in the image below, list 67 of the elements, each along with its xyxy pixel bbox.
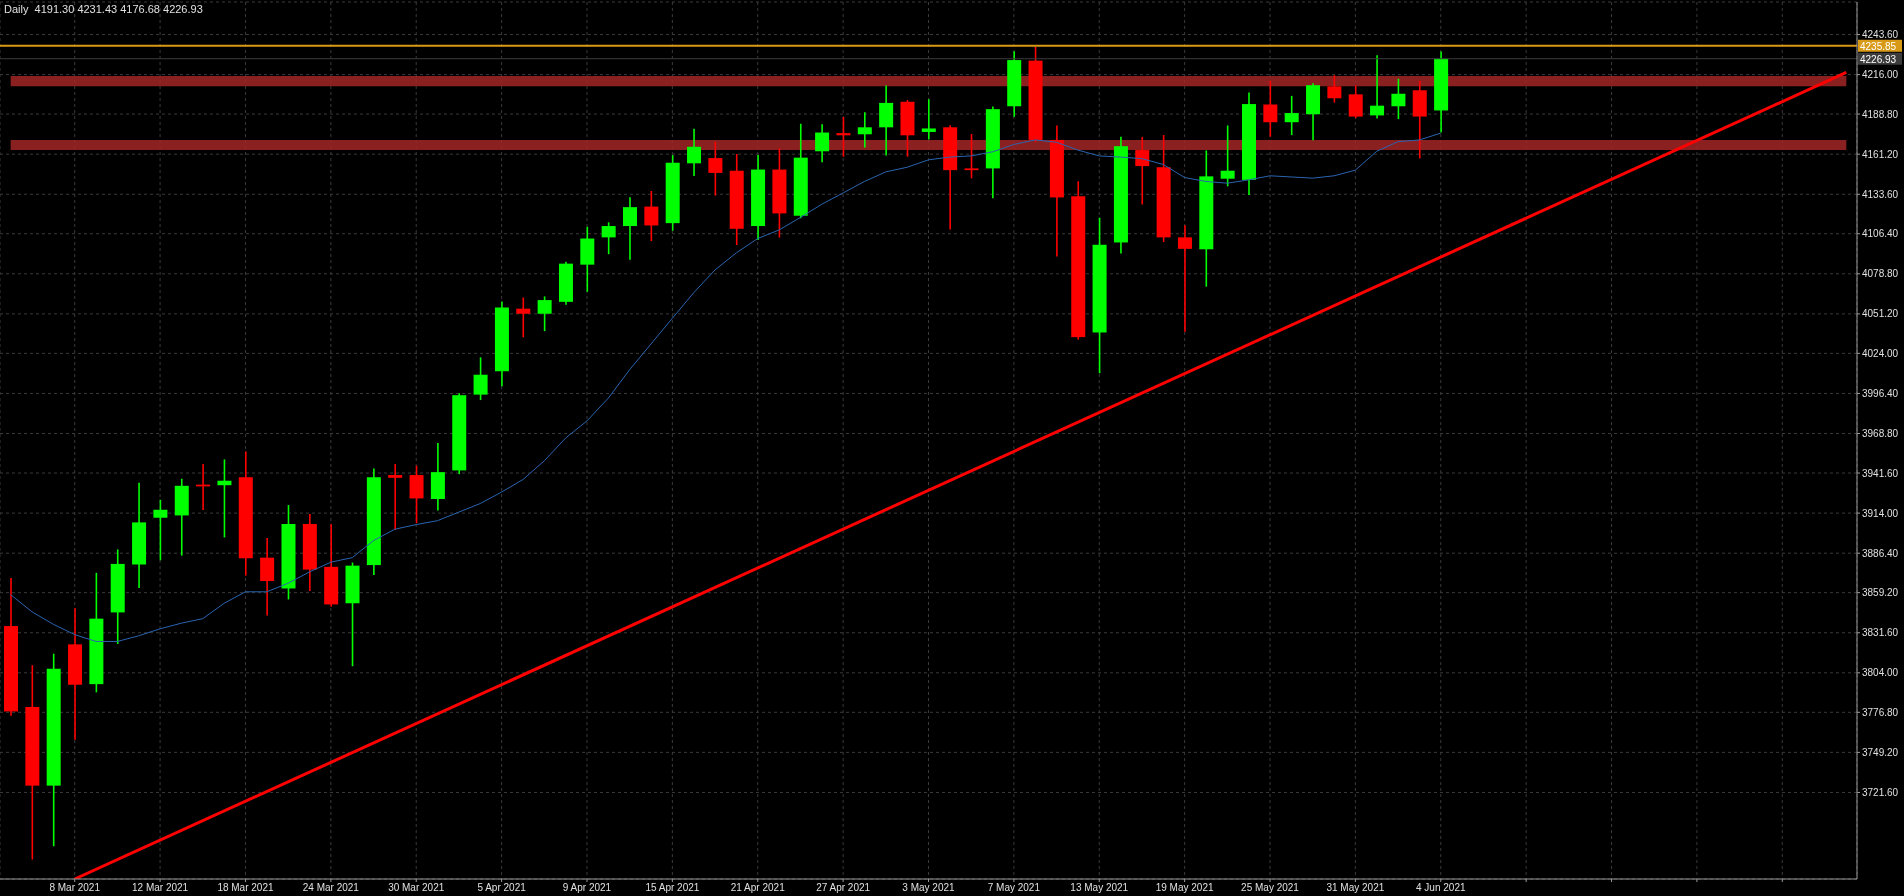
candlestick — [601, 222, 616, 255]
candlestick — [153, 499, 168, 561]
ref-line-label: 4235.85 — [1860, 40, 1897, 52]
candlestick — [644, 190, 659, 242]
x-tick-label: 8 Mar 2021 — [49, 882, 101, 894]
y-tick-label: 4188.80 — [1862, 108, 1899, 120]
y-tick-label: 3996.40 — [1862, 388, 1899, 400]
x-tick-label: 21 Apr 2021 — [730, 882, 786, 894]
candlestick — [1284, 95, 1299, 136]
y-tick-label: 4024.00 — [1862, 347, 1899, 359]
candlestick — [1370, 55, 1385, 119]
y-tick-label: 3941.60 — [1862, 467, 1899, 479]
candlestick — [388, 463, 403, 531]
y-tick-label: 3721.60 — [1862, 787, 1899, 799]
candlestick — [1220, 125, 1235, 187]
x-tick-label: 24 Mar 2021 — [302, 882, 360, 894]
candlestick — [1177, 225, 1192, 332]
y-tick-label: 3914.00 — [1862, 507, 1899, 519]
candlestick — [1327, 75, 1342, 103]
candlestick — [708, 141, 723, 196]
y-tick-label: 4133.60 — [1862, 188, 1899, 200]
candlestick — [623, 197, 637, 260]
y-tick-label: 3804.00 — [1862, 667, 1899, 679]
x-tick-label: 4 Jun 2021 — [1416, 882, 1466, 894]
candlestick — [473, 357, 488, 401]
candlestick — [921, 99, 936, 140]
y-tick-label: 3749.20 — [1862, 746, 1899, 758]
x-tick-label: 27 Apr 2021 — [816, 882, 871, 894]
candlestick — [1263, 80, 1278, 137]
x-tick-label: 13 May 2021 — [1070, 882, 1129, 894]
y-tick-label: 4051.20 — [1862, 308, 1899, 320]
y-tick-label: 3968.80 — [1862, 428, 1899, 440]
y-tick-label: 3859.20 — [1862, 587, 1899, 599]
candlestick — [409, 465, 424, 524]
y-tick-label: 3831.60 — [1862, 627, 1899, 639]
x-tick-label: 15 Apr 2021 — [645, 882, 700, 894]
candlestick — [815, 124, 830, 163]
candlestick — [1135, 136, 1150, 205]
candlestick — [516, 297, 531, 338]
candlestick — [260, 538, 275, 616]
candlestick — [537, 296, 552, 332]
x-tick-label: 12 Mar 2021 — [132, 882, 189, 894]
line-series — [10, 132, 1442, 642]
candlestick — [857, 112, 872, 148]
y-tick-label: 3886.40 — [1862, 547, 1899, 559]
y-tick-label: 4161.20 — [1862, 148, 1899, 160]
ref-line-label: 4226.93 — [1860, 53, 1897, 65]
y-tick-label: 3776.80 — [1862, 706, 1899, 718]
y-tick-label: 4216.00 — [1862, 69, 1899, 81]
candlestick — [836, 116, 851, 157]
chart-title: Daily 4191.30 4231.43 4176.68 4226.93 — [4, 3, 203, 15]
candlestick — [1391, 78, 1406, 120]
y-tick-label: 4106.40 — [1862, 228, 1899, 240]
x-tick-label: 3 May 2021 — [902, 882, 956, 894]
candlestick — [1348, 85, 1363, 119]
x-tick-label: 18 Mar 2021 — [217, 882, 274, 894]
candlestick — [964, 134, 979, 179]
x-tick-label: 31 May 2021 — [1326, 882, 1385, 894]
x-tick-label: 25 May 2021 — [1241, 882, 1300, 894]
x-tick-label: 30 Mar 2021 — [388, 882, 445, 894]
y-tick-label: 4243.60 — [1862, 29, 1899, 41]
x-tick-label: 19 May 2021 — [1155, 882, 1214, 894]
x-tick-label: 5 Apr 2021 — [477, 882, 527, 894]
y-tick-label: 4078.80 — [1862, 268, 1899, 280]
x-tick-label: 7 May 2021 — [987, 882, 1041, 894]
x-tick-label: 9 Apr 2021 — [562, 882, 612, 894]
candlestick — [687, 128, 702, 177]
